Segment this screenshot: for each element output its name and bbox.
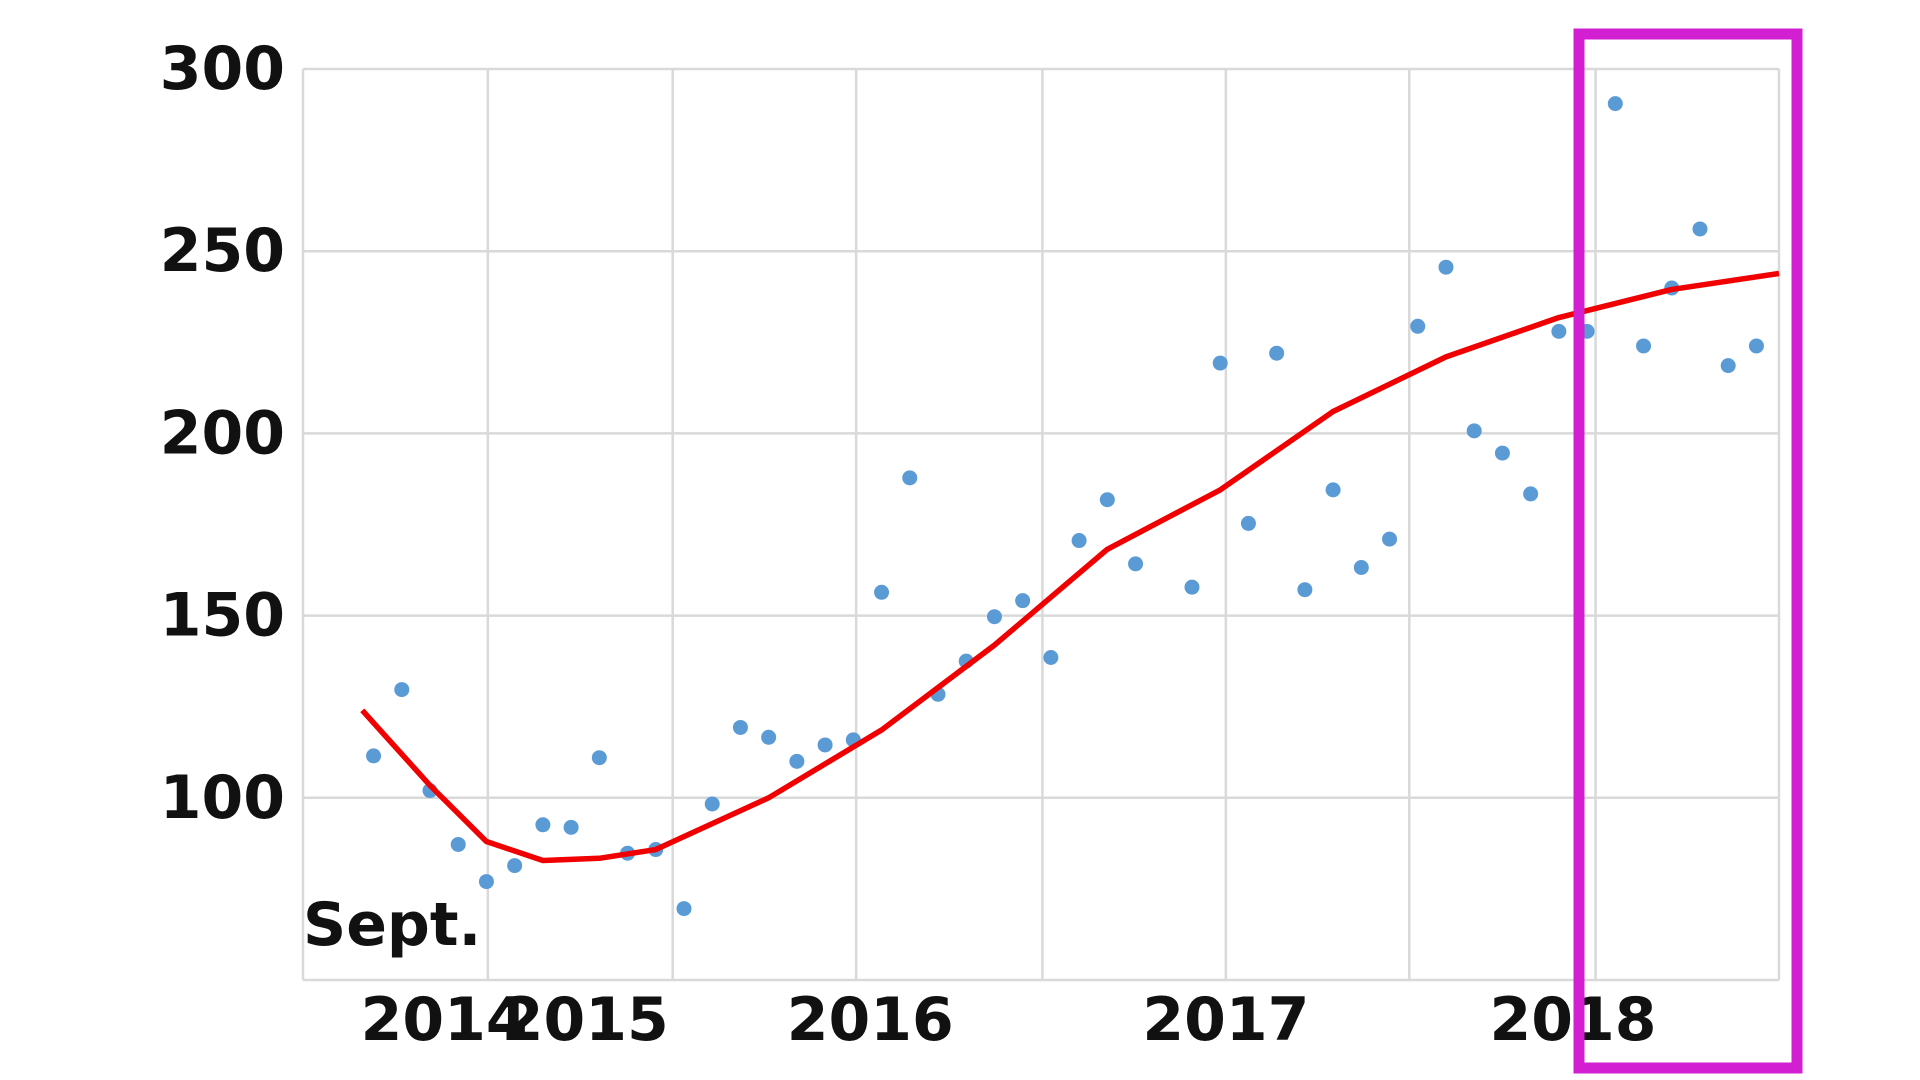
data-point: [1071, 533, 1087, 549]
data-point: [1353, 559, 1369, 575]
data-point: [1043, 650, 1059, 666]
x-tick-label: 2014: [361, 985, 528, 1055]
data-point: [535, 817, 551, 833]
data-point: [1410, 318, 1426, 334]
data-point: [1466, 423, 1482, 439]
x-tick-label: 2018: [1489, 985, 1656, 1055]
x-tick-label: 2016: [787, 985, 954, 1055]
data-point: [563, 819, 579, 835]
data-point: [1523, 486, 1539, 502]
data-point: [1551, 323, 1567, 339]
data-point: [1720, 358, 1736, 374]
data-point: [1128, 556, 1144, 572]
y-tick-label: 300: [160, 34, 285, 104]
y-tick-label: 150: [160, 581, 285, 651]
trend-line: [360, 270, 1780, 864]
data-point: [1692, 221, 1708, 237]
data-point: [817, 737, 833, 753]
data-point: [1494, 445, 1510, 461]
x-tick-label: 2015: [502, 985, 669, 1055]
highlight-box: [1573, 28, 1803, 1074]
data-point: [1269, 345, 1285, 361]
y-tick-label: 100: [160, 763, 285, 833]
data-point: [874, 584, 890, 600]
data-point: [478, 874, 494, 890]
data-point: [676, 901, 692, 917]
data-point: [1184, 579, 1200, 595]
data-point: [1297, 582, 1313, 598]
data-point: [591, 750, 607, 766]
data-point: [507, 858, 523, 874]
data-point: [394, 682, 410, 698]
y-tick-label: 200: [160, 398, 285, 468]
data-point: [1382, 531, 1398, 547]
data-point: [1636, 338, 1652, 354]
data-point: [1240, 515, 1256, 531]
data-point: [732, 719, 748, 735]
data-point: [1607, 96, 1623, 112]
data-point: [1438, 259, 1454, 275]
data-point: [1015, 593, 1031, 609]
data-point: [1099, 492, 1115, 508]
data-point: [902, 470, 918, 486]
x-tick-label: 2017: [1142, 985, 1309, 1055]
data-point: [1748, 338, 1764, 354]
data-point: [761, 729, 777, 745]
data-point: [450, 836, 466, 852]
data-point: [1325, 482, 1341, 498]
data-point: [789, 753, 805, 769]
data-point: [986, 609, 1002, 625]
y-tick-label: 250: [160, 216, 285, 286]
data-point: [366, 748, 382, 764]
data-point: [1212, 355, 1228, 371]
x-annotation: Sept.: [303, 890, 481, 960]
data-point: [704, 796, 720, 812]
